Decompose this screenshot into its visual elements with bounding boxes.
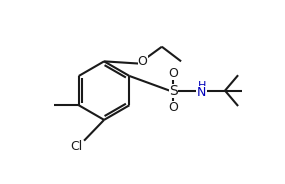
Text: O: O [168,67,178,80]
Text: O: O [138,55,148,68]
Text: S: S [169,84,178,98]
Text: O: O [168,101,178,114]
Text: N: N [197,86,207,99]
Text: Cl: Cl [70,140,82,153]
Text: H: H [198,81,206,91]
